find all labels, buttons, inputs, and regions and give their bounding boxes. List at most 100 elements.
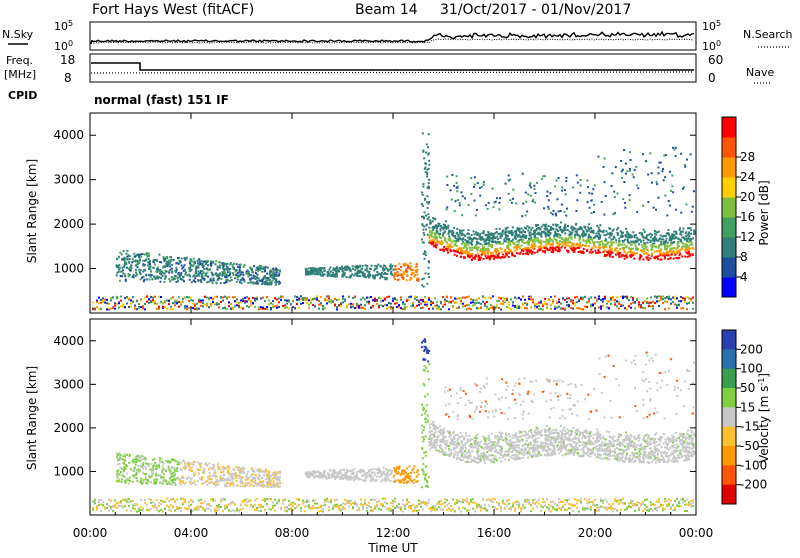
velocity-cell: [132, 505, 134, 507]
velocity-cell: [268, 508, 270, 510]
velocity-cell: [228, 510, 230, 512]
velocity-cell: [180, 510, 182, 512]
power-cell: [592, 247, 594, 249]
power-cell: [532, 300, 534, 302]
power-cell: [367, 271, 369, 273]
power-cell: [580, 298, 582, 300]
power-cell: [126, 250, 128, 252]
power-cell: [355, 266, 357, 268]
power-cell: [428, 179, 430, 181]
power-cell: [228, 271, 230, 273]
power-cell: [366, 267, 368, 269]
power-cell: [182, 266, 184, 268]
power-cell: [184, 307, 186, 309]
power-cell: [559, 226, 561, 228]
power-cell: [136, 254, 138, 256]
power-cell: [480, 250, 482, 252]
power-cell: [658, 305, 660, 307]
velocity-cell: [304, 510, 306, 512]
power-cell: [495, 250, 497, 252]
velocity-cell: [638, 502, 640, 504]
power-cell: [472, 305, 474, 307]
power-cell: [591, 212, 593, 214]
power-cell: [128, 297, 130, 299]
power-cell: [594, 297, 596, 299]
power-cell: [124, 275, 126, 277]
power-cell: [248, 271, 250, 273]
power-cell: [165, 270, 167, 272]
power-cell: [666, 214, 668, 216]
power-cell: [669, 171, 671, 173]
power-cell: [175, 262, 177, 264]
power-cell: [552, 228, 554, 230]
power-cell: [527, 240, 529, 242]
power-cell: [366, 270, 368, 272]
power-cell: [372, 276, 374, 278]
velocity-cell: [532, 508, 534, 510]
velocity-cell: [248, 500, 250, 502]
power-cell: [646, 236, 648, 238]
power-cell: [166, 300, 168, 302]
power-cell: [403, 271, 405, 273]
power-cell: [104, 301, 106, 303]
power-cell: [552, 247, 554, 249]
velocity-cell: [528, 499, 530, 501]
velocity-cell: [492, 501, 494, 503]
power-cell: [471, 249, 473, 251]
velocity-cell: [148, 498, 150, 500]
power-cell: [535, 192, 537, 194]
power-cell: [684, 249, 686, 251]
power-cell: [678, 245, 680, 247]
power-cell: [186, 296, 188, 298]
power-cell: [500, 251, 502, 253]
power-cell: [572, 302, 574, 304]
power-cell: [659, 254, 661, 256]
power-cell: [122, 269, 124, 271]
power-cell: [400, 269, 402, 271]
velocity-cell: [692, 505, 694, 507]
velocity-cell: [282, 503, 284, 505]
velocity-cell: [518, 504, 520, 506]
velocity-cell: [166, 498, 168, 500]
power-cell: [556, 246, 558, 248]
power-cell: [609, 254, 611, 256]
power-cell: [177, 278, 179, 280]
power-cell: [188, 267, 190, 269]
power-cell: [664, 247, 666, 249]
power-cell: [670, 298, 672, 300]
power-cell: [626, 170, 628, 172]
velocity-cell: [532, 502, 534, 504]
power-cell: [486, 308, 488, 310]
power-cell: [184, 297, 186, 299]
power-cell: [478, 259, 480, 261]
velocity-cell: [502, 500, 504, 502]
power-cell: [423, 226, 425, 228]
power-cell: [421, 203, 423, 205]
power-cell: [271, 280, 273, 282]
power-cell: [677, 237, 679, 239]
power-cell: [674, 254, 676, 256]
power-ytick-label: 1000: [53, 262, 84, 276]
velocity-cell: [154, 503, 156, 505]
velocity-cell: [462, 499, 464, 501]
power-cell: [462, 195, 464, 197]
velocity-cell: [188, 501, 190, 503]
power-cell: [314, 305, 316, 307]
power-cell: [674, 298, 676, 300]
velocity-cell: [614, 500, 616, 502]
power-cell: [598, 227, 600, 229]
power-colorbar-label: Power [dB]: [757, 180, 771, 245]
power-cell: [660, 250, 662, 252]
power-cell: [395, 268, 397, 270]
power-cell: [386, 304, 388, 306]
velocity-cell: [258, 510, 260, 512]
power-cell: [262, 307, 264, 309]
power-cell: [138, 303, 140, 305]
power-cell: [360, 307, 362, 309]
power-cell: [504, 301, 506, 303]
power-cell: [590, 238, 592, 240]
freq-tick-8: 8: [64, 71, 72, 85]
velocity-cell: [574, 498, 576, 500]
power-cell: [687, 256, 689, 258]
power-cell: [197, 260, 199, 262]
